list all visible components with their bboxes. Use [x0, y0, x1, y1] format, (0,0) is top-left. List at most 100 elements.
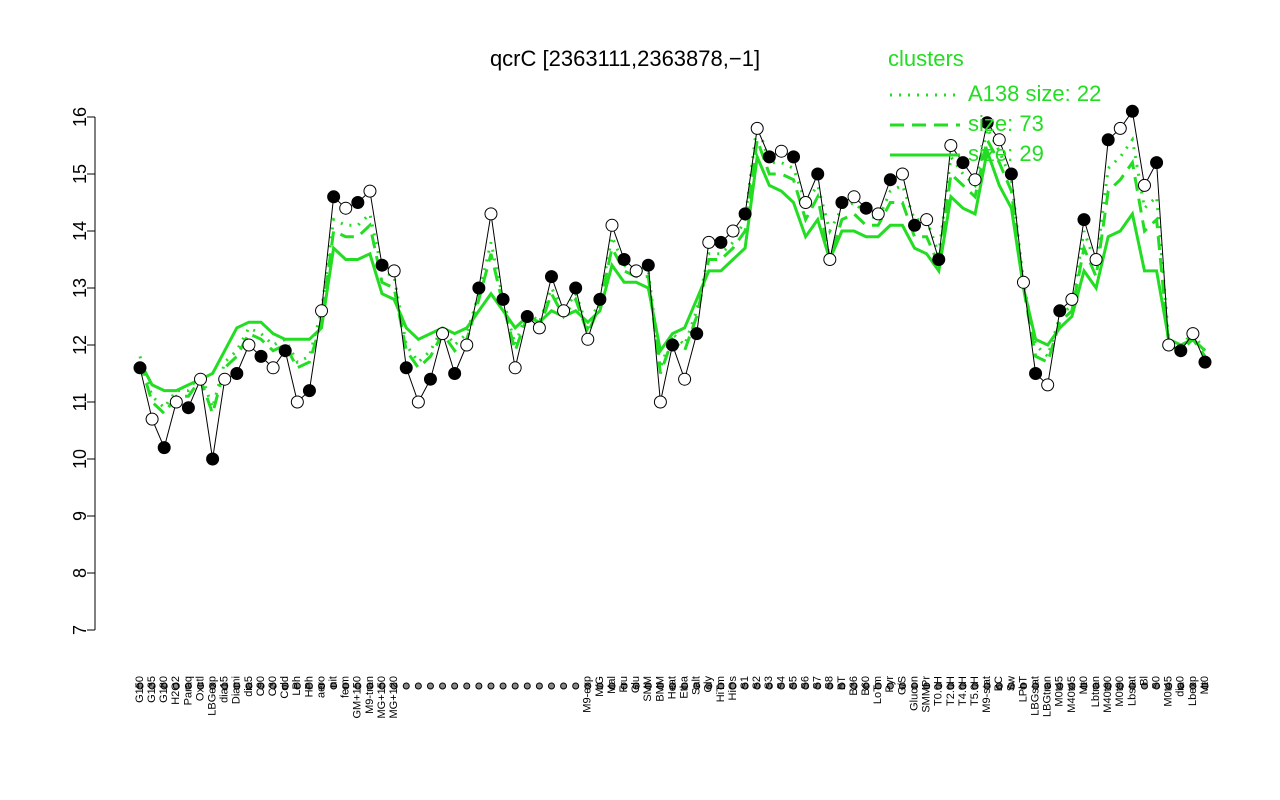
- rug-dot: [342, 682, 350, 690]
- rug-dot: [257, 682, 265, 690]
- data-point: [799, 196, 813, 209]
- data-point: [629, 264, 643, 278]
- data-point: [544, 270, 558, 284]
- rug-dot: [983, 682, 991, 690]
- data-point: [653, 395, 667, 409]
- data-point: [1004, 167, 1018, 181]
- x-tick-label: S2: [751, 676, 763, 689]
- rug-dot: [1019, 682, 1027, 690]
- data-point: [484, 207, 498, 221]
- data-point: [956, 156, 970, 170]
- y-tick-label: 11: [70, 393, 90, 412]
- rug-dot: [160, 682, 168, 690]
- data-point: [315, 304, 329, 318]
- rug-dot: [547, 682, 555, 690]
- data-point: [835, 196, 849, 209]
- data-point: [1125, 104, 1139, 118]
- x-tick-label: Etha: [679, 675, 691, 699]
- rug-dot: [511, 682, 519, 690]
- data-point: [944, 139, 958, 152]
- x-tick-label: C30: [267, 676, 279, 696]
- rug-dot: [995, 682, 1003, 690]
- x-tick-label: M0t45: [1054, 676, 1066, 707]
- data-point: [460, 338, 474, 352]
- x-tick-label: S3: [763, 676, 775, 689]
- rug-dot: [426, 682, 434, 690]
- rug-dot: [366, 682, 374, 690]
- x-tick-label: MG+150: [376, 676, 388, 719]
- rug-dot: [802, 682, 810, 690]
- rug-dot: [620, 682, 628, 690]
- x-tick-label: S1: [739, 676, 751, 689]
- data-point: [920, 213, 934, 227]
- rug-dot: [850, 682, 858, 690]
- data-point: [411, 395, 425, 409]
- x-tick-label: Bl: [1138, 676, 1150, 686]
- data-point: [302, 384, 316, 398]
- data-point: [206, 452, 220, 466]
- x-tick-label: M9-stat: [981, 676, 993, 713]
- rug-dot: [1177, 682, 1185, 690]
- x-tick-label: Cold: [279, 676, 291, 699]
- x-tick-label: LPh: [291, 676, 303, 696]
- rug-dot: [753, 682, 761, 690]
- x-tick-label: S5: [787, 676, 799, 689]
- data-point: [605, 218, 619, 232]
- x-tick-label: Salt: [691, 676, 703, 695]
- data-point: [895, 167, 909, 181]
- y-tick-label: 13: [70, 278, 90, 298]
- x-tick-label: T0.0H: [933, 676, 945, 706]
- x-tick-label: HiOs: [727, 676, 739, 701]
- x-tick-label: T5.0H: [969, 676, 981, 706]
- x-tick-label: H2O2: [170, 676, 182, 705]
- rug-dot: [1153, 682, 1161, 690]
- rug-dot: [378, 682, 386, 690]
- data-point: [1198, 355, 1212, 369]
- data-point: [266, 361, 280, 375]
- data-point: [1113, 121, 1127, 135]
- data-point: [908, 218, 922, 232]
- data-point: [1041, 378, 1055, 392]
- rug-dot: [221, 682, 229, 690]
- data-point: [823, 253, 837, 266]
- rug-dot: [608, 682, 616, 690]
- data-point: [363, 184, 377, 198]
- x-tick-label: Mt0: [1199, 676, 1211, 694]
- x-tick-label: S7: [812, 676, 824, 689]
- x-tick-label: S0: [1150, 676, 1162, 689]
- x-tick-label: Sw: [1005, 676, 1017, 691]
- data-point: [496, 292, 510, 306]
- rug-dot: [402, 682, 410, 690]
- x-tick-label: Fru: [618, 676, 630, 693]
- data-point: [738, 207, 752, 221]
- x-tick-label: HiTm: [715, 676, 727, 702]
- x-tick-label: M0t45: [1163, 676, 1175, 707]
- y-tick-label: 10: [70, 449, 90, 469]
- data-point: [787, 150, 801, 164]
- data-point: [242, 338, 256, 352]
- rug-dot: [1044, 682, 1052, 690]
- rug-dot: [584, 682, 592, 690]
- data-point: [194, 372, 208, 386]
- data-point: [169, 395, 183, 409]
- rug-dot: [245, 682, 253, 690]
- data-point: [133, 361, 147, 375]
- rug-dot: [330, 682, 338, 690]
- x-tick-label: dia0: [1175, 676, 1187, 697]
- rug-dot: [971, 682, 979, 690]
- rug-dot: [487, 682, 495, 690]
- rug-dot: [886, 682, 894, 690]
- rug-dot: [1068, 682, 1076, 690]
- rug-dot: [475, 682, 483, 690]
- x-tick-label: G135: [146, 676, 158, 703]
- data-point: [472, 281, 486, 295]
- data-point: [508, 361, 522, 375]
- rug-dot: [209, 682, 217, 690]
- x-tick-label: SMM: [642, 676, 654, 702]
- data-point: [1089, 253, 1103, 266]
- data-point: [278, 344, 292, 358]
- rug-dot: [354, 682, 362, 690]
- y-tick-label: 8: [70, 568, 90, 578]
- x-tick-label: LBGstat: [1029, 676, 1041, 716]
- data-point: [1029, 367, 1043, 380]
